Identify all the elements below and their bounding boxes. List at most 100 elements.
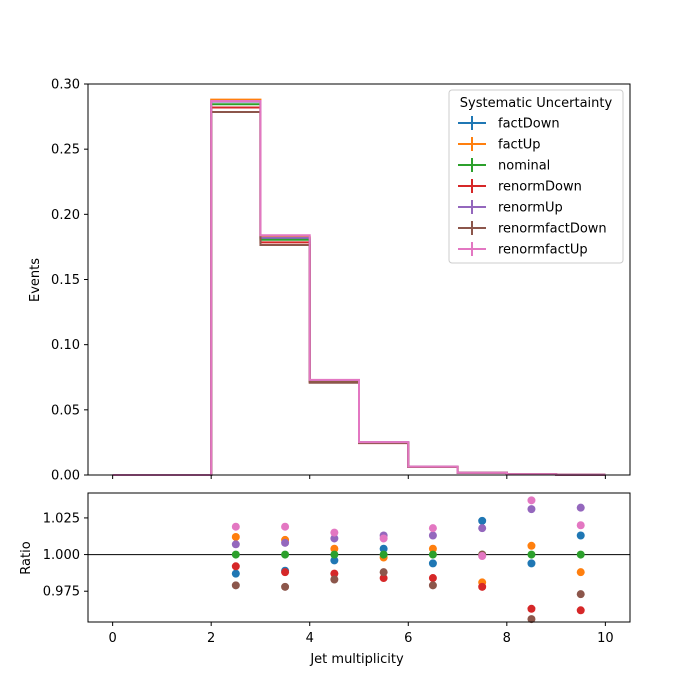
ratio-y-tick-label: 1.025: [43, 511, 80, 526]
ratio-point: [527, 559, 536, 568]
ratio-point: [478, 552, 487, 561]
ratio-point: [478, 524, 487, 533]
ratio-point: [379, 534, 388, 543]
legend-title: Systematic Uncertainty: [460, 96, 613, 111]
ratio-point: [428, 550, 437, 559]
ratio-series-renormDown: [231, 562, 585, 615]
ratio-point: [379, 544, 388, 553]
ratio-point: [330, 575, 339, 584]
ratio-point: [330, 550, 339, 559]
legend-label: renormUp: [498, 201, 563, 216]
ratio-x-ticks: 0 2 4 6 8 10: [108, 622, 614, 646]
main-histogram-panel: 0.00 0.05 0.10 0.15 0.20 0.25 0.30 Events Syst…: [28, 78, 631, 484]
legend-items: factDown factUp nominal renormDown renormUp r…: [458, 116, 607, 258]
ratio-point: [231, 569, 240, 578]
ratio-point: [281, 550, 290, 559]
main-y-tick-label: 0.10: [51, 338, 80, 353]
x-tick-label: 6: [404, 631, 412, 646]
ratio-point: [428, 531, 437, 540]
main-y-ticks: 0.00 0.05 0.10 0.15 0.20 0.25 0.30: [51, 78, 88, 484]
ratio-point: [576, 550, 585, 559]
legend-label: factDown: [498, 117, 560, 132]
ratio-point: [576, 503, 585, 512]
ratio-point: [231, 522, 240, 531]
ratio-point: [231, 562, 240, 571]
ratio-point: [231, 581, 240, 590]
ratio-point: [428, 581, 437, 590]
legend-label: renormfactUp: [498, 243, 588, 258]
ratio-point: [281, 568, 290, 577]
ratio-y-tick-label: 1.000: [43, 548, 80, 563]
legend-label: renormDown: [498, 180, 582, 195]
ratio-point: [527, 496, 536, 505]
ratio-point: [231, 532, 240, 541]
x-tick-label: 0: [108, 631, 116, 646]
ratio-point: [428, 574, 437, 583]
ratio-point: [527, 505, 536, 514]
x-axis-label: Jet multiplicity: [309, 652, 404, 667]
ratio-point: [330, 556, 339, 565]
ratio-point: [527, 604, 536, 613]
ratio-y-tick-label: 0.975: [43, 585, 80, 600]
ratio-point: [527, 615, 536, 624]
ratio-point: [527, 550, 536, 559]
ratio-point: [428, 544, 437, 553]
ratio-point: [379, 574, 388, 583]
ratio-point: [379, 568, 388, 577]
ratio-point: [330, 534, 339, 543]
ratio-point: [231, 540, 240, 549]
ratio-points-group: [231, 496, 585, 624]
x-tick-label: 8: [503, 631, 511, 646]
legend-label: renormfactDown: [498, 222, 607, 237]
ratio-point: [231, 550, 240, 559]
legend-entry-renormfactUp: renormfactUp: [458, 242, 588, 258]
main-y-tick-label: 0.15: [51, 273, 80, 288]
ratio-point: [428, 559, 437, 568]
legend-entry-nominal: nominal: [458, 158, 550, 174]
legend-entry-renormUp: renormUp: [458, 200, 563, 216]
ratio-point: [478, 582, 487, 591]
ratio-point: [281, 582, 290, 591]
legend-label: factUp: [498, 138, 541, 153]
ratio-point: [281, 538, 290, 547]
main-y-tick-label: 0.30: [51, 78, 80, 93]
main-y-tick-label: 0.00: [51, 469, 80, 484]
ratio-series-renormfactDown: [231, 550, 585, 624]
main-y-tick-label: 0.20: [51, 208, 80, 223]
legend: Systematic Uncertainty factDown factUp nom…: [448, 89, 624, 264]
ratio-plot-frame: [87, 492, 631, 623]
ratio-point: [576, 606, 585, 615]
x-tick-label: 4: [306, 631, 314, 646]
ratio-point: [576, 531, 585, 540]
legend-entry-renormDown: renormDown: [458, 179, 582, 195]
ratio-panel: 0.975 1.000 1.025 0 2 4 6 8 10 Ratio Jet multip…: [19, 492, 631, 667]
x-tick-label: 10: [597, 631, 614, 646]
ratio-point: [576, 568, 585, 577]
main-y-axis-label: Events: [28, 258, 43, 302]
legend-entry-renormfactDown: renormfactDown: [458, 221, 607, 237]
ratio-point: [330, 569, 339, 578]
ratio-point: [281, 522, 290, 531]
ratio-point: [330, 528, 339, 537]
ratio-point: [576, 521, 585, 530]
main-x-ticks: [112, 475, 606, 479]
ratio-point: [330, 544, 339, 553]
main-y-tick-label: 0.05: [51, 403, 80, 418]
ratio-series-renormUp: [231, 503, 585, 549]
legend-frame: [448, 89, 624, 264]
ratio-point: [527, 541, 536, 550]
ratio-point: [576, 590, 585, 599]
main-y-tick-label: 0.25: [51, 143, 80, 158]
x-tick-label: 2: [207, 631, 215, 646]
ratio-point: [478, 516, 487, 525]
histogram-line-renormfactUp: [112, 99, 606, 476]
legend-entry-factDown: factDown: [458, 116, 560, 132]
legend-label: nominal: [498, 159, 550, 174]
ratio-series-renormfactUp: [231, 496, 585, 561]
ratio-y-axis-label: Ratio: [19, 541, 34, 574]
histogram-series-group: [112, 98, 606, 476]
legend-entry-factUp: factUp: [458, 137, 541, 153]
ratio-point: [428, 524, 437, 533]
ratio-point: [379, 550, 388, 559]
